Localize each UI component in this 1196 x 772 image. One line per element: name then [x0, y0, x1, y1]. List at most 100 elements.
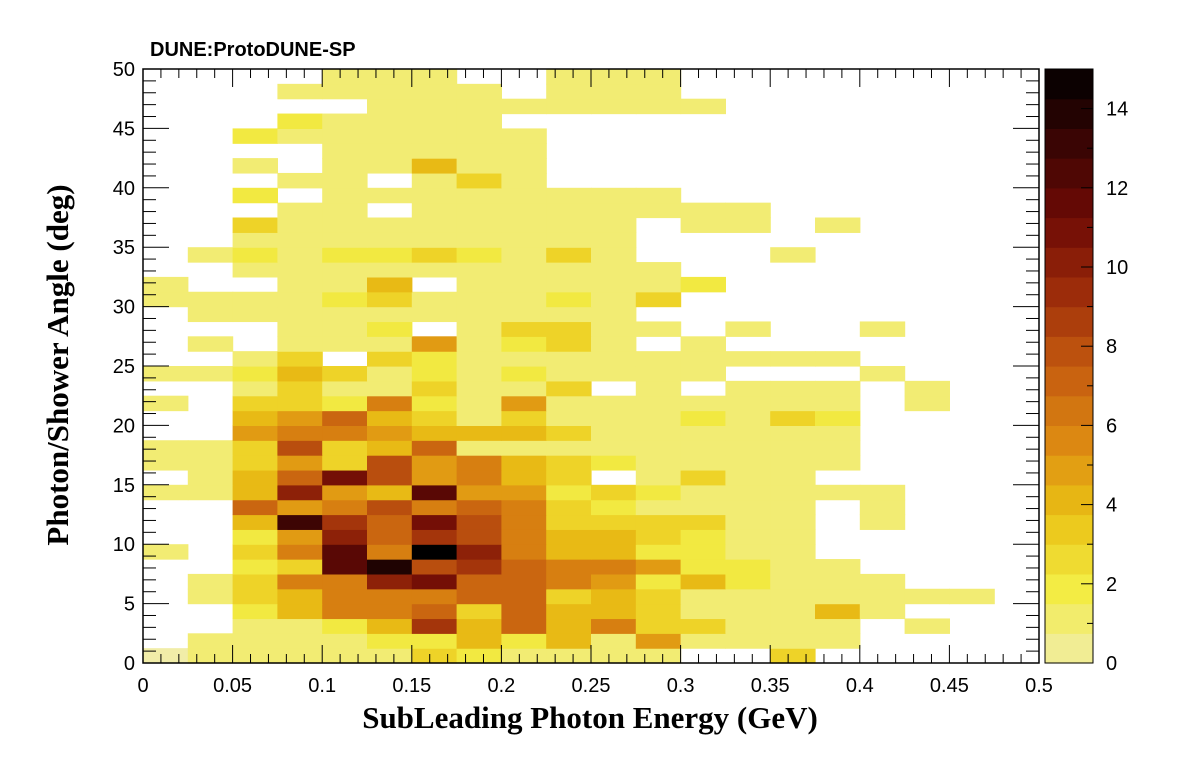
- heatmap-cell: [232, 529, 278, 545]
- heatmap-cell: [232, 128, 278, 144]
- heatmap-cell: [367, 291, 413, 308]
- heatmap-cell: [635, 514, 682, 530]
- heatmap-cell: [232, 440, 278, 456]
- heatmap-cell: [635, 469, 682, 486]
- y-tick-label: 45: [113, 118, 135, 140]
- heatmap-cell: [322, 321, 368, 337]
- x-tick-label: 0.05: [213, 675, 252, 697]
- heatmap-cell: [322, 648, 368, 664]
- heatmap-cell: [725, 603, 771, 620]
- y-axis: 0 5 10 15 20 25 30 35 40 45 50: [113, 59, 1039, 675]
- heatmap-cell: [680, 366, 726, 382]
- heatmap-cell: [546, 529, 592, 545]
- heatmap-cell: [770, 247, 816, 263]
- heatmap-cell: [770, 588, 816, 605]
- heatmap-cell: [456, 588, 502, 605]
- heatmap-cell: [501, 217, 547, 233]
- heatmap-cell: [725, 529, 771, 545]
- heatmap-cell: [456, 440, 502, 456]
- heatmap-cell: [770, 425, 816, 441]
- heatmap-cell: [322, 172, 368, 189]
- heatmap-cell: [501, 143, 547, 159]
- heatmap-cell: [367, 618, 413, 634]
- heatmap-cell: [501, 588, 547, 605]
- heatmap-cell: [411, 499, 458, 516]
- heatmap-cell: [232, 351, 278, 367]
- heatmap-cell: [367, 217, 413, 233]
- heatmap-cell: [232, 306, 278, 323]
- heatmap-cell: [815, 395, 861, 412]
- heatmap-cell: [232, 559, 278, 575]
- heatmap-cell: [277, 128, 323, 144]
- heatmap-cell: [322, 187, 368, 204]
- heatmap-cell: [501, 172, 547, 189]
- heatmap-cell: [591, 336, 637, 352]
- heatmap-cell: [277, 633, 323, 649]
- heatmap-cell: [143, 648, 189, 664]
- heatmap-cell: [501, 262, 547, 278]
- heatmap-cell: [411, 262, 458, 278]
- heatmap-cell: [635, 633, 682, 649]
- heatmap-cell: [635, 573, 682, 590]
- y-tick-label: 40: [113, 178, 135, 200]
- heatmap-cell: [725, 588, 771, 605]
- heatmap-cell: [187, 440, 234, 456]
- heatmap-cell: [456, 321, 502, 337]
- heatmap-cell: [904, 395, 950, 412]
- heatmap-cell: [143, 291, 189, 308]
- heatmap-cell: [277, 618, 323, 634]
- heatmap-cell: [456, 618, 502, 634]
- heatmap-cell: [456, 336, 502, 352]
- heatmap-cell: [770, 529, 816, 545]
- palette-band: [1045, 336, 1093, 367]
- heatmap-cell: [591, 514, 637, 530]
- heatmap-cell: [232, 410, 278, 426]
- heatmap-cell: [501, 455, 547, 471]
- heatmap-cell: [322, 380, 368, 397]
- heatmap-cell: [546, 366, 592, 382]
- y-tick-label: 25: [113, 356, 135, 378]
- heatmap-cell: [232, 366, 278, 382]
- heatmap-cell: [411, 603, 458, 620]
- heatmap-cell: [187, 455, 234, 471]
- heatmap-cell: [680, 395, 726, 412]
- heatmap-cell: [546, 232, 592, 248]
- heatmap-cell: [501, 232, 547, 248]
- heatmap-cell: [815, 559, 861, 575]
- heatmap-cell: [367, 455, 413, 471]
- heatmap-cell: [322, 395, 368, 412]
- heatmap-cell: [770, 440, 816, 456]
- heatmap-cell: [367, 484, 413, 501]
- heatmap-cell: [367, 351, 413, 367]
- heatmap-cell: [277, 544, 323, 560]
- y-tick-label: 35: [113, 237, 135, 259]
- heatmap-cell: [456, 217, 502, 233]
- heatmap-cell: [635, 544, 682, 560]
- heatmap-cell: [591, 306, 637, 323]
- heatmap-cell: [725, 440, 771, 456]
- heatmap-cell: [591, 573, 637, 590]
- heatmap-cell: [411, 232, 458, 248]
- heatmap-cell: [591, 98, 637, 115]
- heatmap-cell: [680, 544, 726, 560]
- heatmap-cell: [277, 202, 323, 219]
- heatmap-cell: [456, 499, 502, 516]
- heatmap-cell: [635, 83, 682, 100]
- heatmap-cell: [411, 291, 458, 308]
- heatmap-cell: [277, 559, 323, 575]
- heatmap-cell: [456, 247, 502, 263]
- chart-title: DUNE:ProtoDUNE-SP: [150, 39, 356, 61]
- x-tick-label: 0.15: [392, 675, 431, 697]
- heatmap-cell: [725, 425, 771, 441]
- heatmap-cell: [367, 98, 413, 115]
- y-tick-label: 15: [113, 475, 135, 497]
- heatmap-cell: [367, 573, 413, 590]
- heatmap-cell: [411, 380, 458, 397]
- heatmap-cell: [591, 366, 637, 382]
- x-tick-label: 0.2: [487, 675, 515, 697]
- heatmap-cell: [770, 559, 816, 575]
- heatmap-cell: [411, 336, 458, 352]
- heatmap-cell: [322, 455, 368, 471]
- heatmap-cell: [456, 573, 502, 590]
- heatmap-cell: [546, 98, 592, 115]
